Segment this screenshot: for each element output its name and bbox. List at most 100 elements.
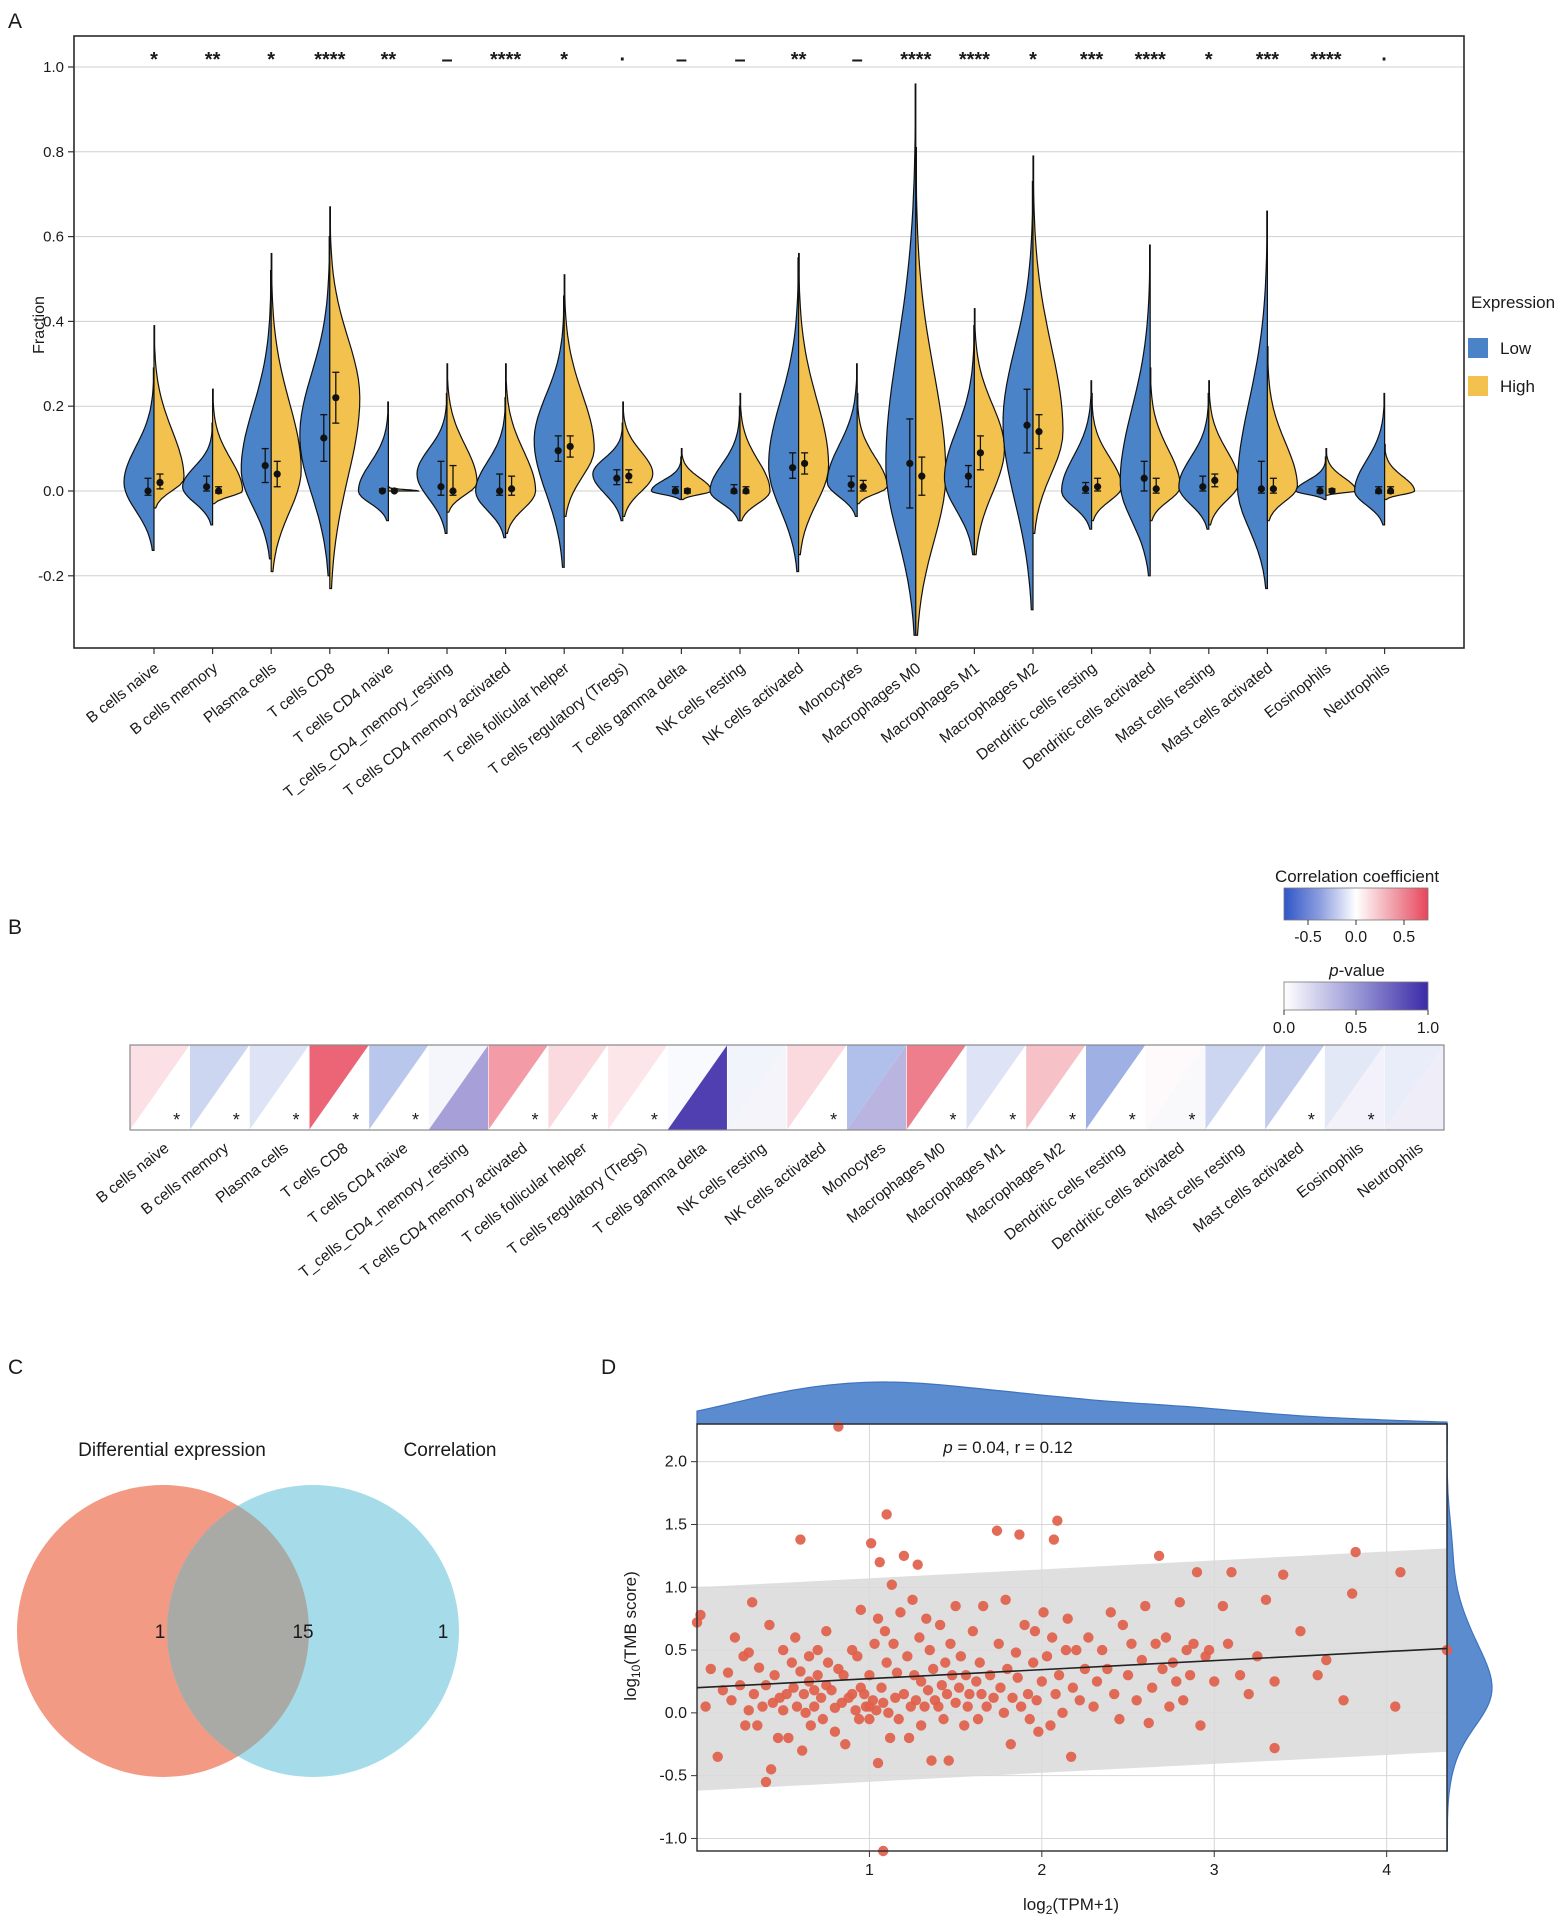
scatter-point — [950, 1600, 961, 1612]
scatter-point — [879, 1626, 891, 1637]
scatter-point — [1028, 1657, 1039, 1668]
scatter-point — [1188, 1638, 1199, 1649]
scatter-point — [859, 1688, 870, 1700]
heatmap-significance-mark: * — [651, 1110, 658, 1130]
heatmap-significance-mark: * — [352, 1110, 359, 1130]
significance-mark: – — [852, 49, 863, 71]
heatmap-corr-triangle — [966, 1045, 1026, 1130]
scatter-point — [1350, 1546, 1361, 1558]
heatmap-pvalue-triangle — [548, 1045, 608, 1130]
panel-d-points — [691, 1421, 1453, 1857]
heatmap-pvalue-triangle — [130, 1045, 190, 1130]
scatter-point — [1050, 1688, 1061, 1700]
scatter-point — [838, 1669, 849, 1681]
mean-point-high — [742, 487, 750, 495]
significance-mark: – — [676, 49, 687, 71]
violin-low — [357, 401, 389, 522]
mean-point-high — [1328, 487, 1336, 495]
scatter-point — [998, 1707, 1010, 1719]
scatter-point — [1071, 1644, 1082, 1656]
scatter-point — [1174, 1597, 1185, 1608]
scatter-point — [826, 1685, 837, 1696]
scatter-point — [895, 1607, 906, 1618]
scatter-point — [1195, 1720, 1206, 1731]
scatter-point — [883, 1707, 894, 1719]
scatter-point — [1088, 1701, 1099, 1712]
heatmap-significance-mark: * — [173, 1110, 180, 1130]
heatmap-corr-triangle — [249, 1045, 310, 1130]
mean-point-high — [976, 449, 985, 457]
heatmap-pvalue-triangle — [1205, 1045, 1265, 1130]
heatmap-x-label: Mast cells resting — [1143, 1140, 1248, 1227]
violin-high — [446, 363, 478, 513]
scatter-point — [788, 1682, 799, 1693]
scatter-point — [976, 1688, 987, 1700]
scatter-point — [898, 1550, 910, 1562]
marginal-density-x — [696, 1381, 1448, 1425]
scatter-point — [1000, 1594, 1011, 1606]
significance-mark: * — [1205, 49, 1213, 71]
heatmap-pvalue-triangle — [727, 1045, 787, 1130]
scatter-point — [853, 1713, 865, 1725]
violin-high — [1149, 367, 1181, 522]
mean-point-high — [859, 483, 867, 491]
violin-low — [416, 392, 448, 534]
mean-point-high — [1152, 485, 1160, 493]
violin-low — [1178, 392, 1210, 530]
scatter-point — [772, 1732, 784, 1744]
heatmap-pvalue-triangle — [1384, 1045, 1444, 1130]
y-tick-label: -0.2 — [38, 568, 64, 585]
heatmap-corr-triangle — [309, 1045, 369, 1130]
scatter-point — [891, 1667, 903, 1678]
scatter-point — [928, 1663, 939, 1675]
x-label-sub: 2 — [1046, 1903, 1053, 1917]
x-tick-label: 4 — [1382, 1862, 1391, 1879]
scatter-point — [740, 1720, 751, 1731]
scatter-point — [722, 1667, 734, 1678]
scatter-point — [717, 1685, 729, 1696]
heatmap-pvalue-triangle — [1264, 1045, 1325, 1130]
y-tick-label: 1.0 — [665, 1579, 687, 1596]
scatter-point — [769, 1669, 780, 1681]
violin-low — [181, 422, 214, 526]
scatter-point — [757, 1701, 768, 1712]
heatmap-x-label: Eosinophils — [1294, 1140, 1367, 1202]
scatter-point — [955, 1651, 966, 1662]
scatter-point — [934, 1619, 946, 1631]
scatter-point — [1252, 1651, 1263, 1662]
scatter-point — [1091, 1676, 1103, 1687]
scatter-point — [1312, 1669, 1323, 1681]
scatter-point — [815, 1692, 827, 1703]
y-tick-label: 1.5 — [665, 1516, 687, 1533]
heatmap-significance-mark: * — [1308, 1110, 1315, 1130]
scatter-point — [1048, 1534, 1060, 1545]
scatter-point — [921, 1613, 932, 1624]
scatter-point — [852, 1651, 863, 1662]
colorbar-p-tick-label: 1.0 — [1417, 1020, 1439, 1037]
venn-overlap-region — [167, 1485, 309, 1777]
scatter-point — [805, 1720, 816, 1731]
significance-mark: – — [441, 49, 452, 71]
scatter-point — [993, 1638, 1004, 1649]
scatter-point — [1060, 1644, 1072, 1656]
heatmap-pvalue-triangle — [309, 1045, 369, 1130]
heatmap-x-label: Mast cells activated — [1190, 1140, 1307, 1237]
scatter-point — [795, 1666, 806, 1677]
scatter-point — [874, 1556, 885, 1568]
scatter-point — [705, 1663, 716, 1675]
scatter-point — [1395, 1566, 1406, 1578]
heatmap-pvalue-triangle — [607, 1045, 668, 1130]
scatter-point — [712, 1751, 723, 1763]
scatter-point — [1109, 1688, 1120, 1700]
scatter-point — [1209, 1676, 1220, 1687]
violin-high — [505, 363, 537, 534]
scatter-point — [700, 1701, 711, 1712]
scatter-point — [971, 1676, 982, 1687]
significance-mark: *** — [1080, 49, 1104, 71]
scatter-point — [840, 1739, 851, 1750]
violin-low — [299, 236, 331, 577]
colorbar-p-title-rest: -value — [1339, 961, 1385, 980]
scatter-point — [878, 1697, 889, 1709]
x-tick-label: Macrophages M2 — [937, 660, 1042, 747]
panel-b-colorbars: Correlation coefficient p-value -0.5 0.0 0… — [1273, 867, 1439, 1037]
